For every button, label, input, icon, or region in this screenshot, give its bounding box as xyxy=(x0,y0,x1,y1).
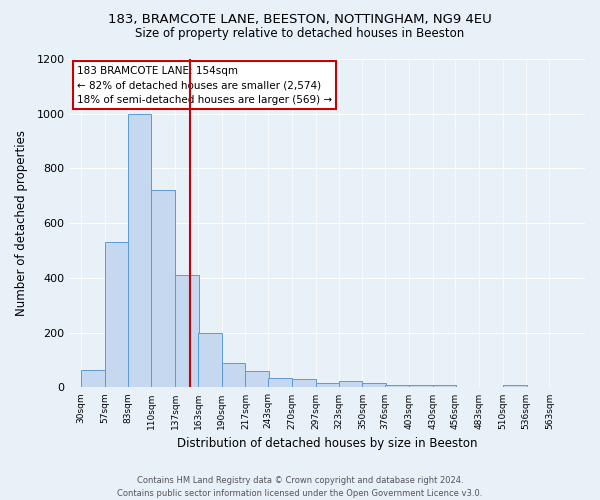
Bar xyxy=(105,242,128,388)
Text: Contains HM Land Registry data © Crown copyright and database right 2024.
Contai: Contains HM Land Registry data © Crown c… xyxy=(118,476,482,498)
Y-axis label: Number of detached properties: Number of detached properties xyxy=(15,130,28,316)
Bar xyxy=(175,275,199,388)
Bar xyxy=(316,384,340,388)
Bar xyxy=(503,384,527,388)
Bar xyxy=(362,384,386,388)
Bar xyxy=(409,385,433,388)
Bar xyxy=(81,370,105,388)
Bar xyxy=(385,385,409,388)
Bar xyxy=(433,385,456,388)
Bar xyxy=(292,379,316,388)
Bar xyxy=(268,378,292,388)
Text: Size of property relative to detached houses in Beeston: Size of property relative to detached ho… xyxy=(136,28,464,40)
Bar xyxy=(338,382,362,388)
X-axis label: Distribution of detached houses by size in Beeston: Distribution of detached houses by size … xyxy=(177,437,478,450)
Bar xyxy=(222,363,245,388)
Text: 183 BRAMCOTE LANE: 154sqm
← 82% of detached houses are smaller (2,574)
18% of se: 183 BRAMCOTE LANE: 154sqm ← 82% of detac… xyxy=(77,66,332,105)
Bar xyxy=(198,332,222,388)
Text: 183, BRAMCOTE LANE, BEESTON, NOTTINGHAM, NG9 4EU: 183, BRAMCOTE LANE, BEESTON, NOTTINGHAM,… xyxy=(108,12,492,26)
Bar xyxy=(245,371,269,388)
Bar xyxy=(151,190,175,388)
Bar xyxy=(128,114,151,388)
